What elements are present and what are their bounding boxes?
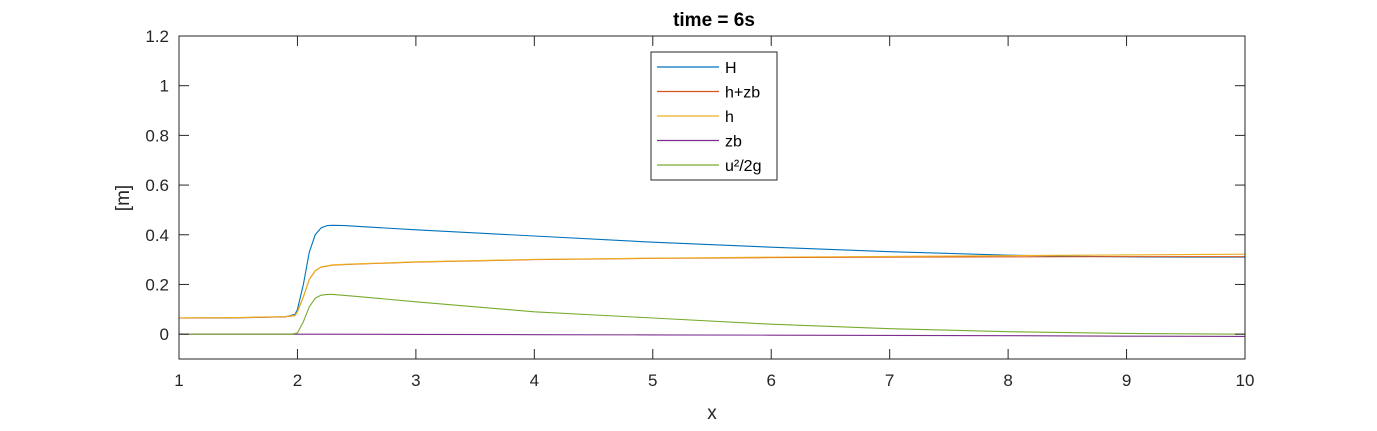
x-tick-label-5: 6 [766,371,775,390]
y-tick-label-0: 0 [160,325,169,344]
x-tick-label-9: 10 [1236,371,1255,390]
axes-box [178,35,1246,360]
series-line-3 [179,333,1246,337]
legend: Hh+zb h zb u²/2g [650,51,778,181]
x-tick-label-6: 7 [885,371,894,390]
legend-label-4: u²/2g [725,158,761,175]
y-axis-title: [m] [113,185,134,211]
x-tick-label-4: 5 [648,371,657,390]
series-line-2 [178,253,1246,319]
series-line-4 [179,293,1246,335]
y-tick-label-4: 0.8 [145,126,169,145]
x-axis-title: x [707,403,717,424]
legend-label-2: h [725,109,734,126]
x-tick-label-2: 3 [411,371,420,390]
x-tick-label-7: 8 [1003,371,1012,390]
y-tick-label-1: 0.2 [145,275,169,294]
y-tick-label-5: 1 [160,77,169,96]
y-tick-label-2: 0.4 [145,226,169,245]
series-layer [178,224,1246,337]
x-tick-label-3: 4 [530,371,539,390]
legend-label-1: h+zb [725,85,760,102]
y-tick-label-6: 1.2 [145,27,169,46]
y-tick-label-3: 0.6 [145,176,169,195]
x-tick-label-8: 9 [1122,371,1131,390]
axes-layer: 1 2 3 4 5 6 7 8 9 10 0 0.2 0.4 0.6 0.8 1 1.2 [145,27,1254,390]
x-tick-label-1: 2 [293,371,302,390]
legend-items: Hh+zb h zb u²/2g [657,60,761,175]
legend-label-0: H [725,60,737,77]
legend-label-3: zb [725,134,742,151]
chart-title: time = 6s [673,10,755,31]
x-tick-label-0: 1 [174,371,183,390]
